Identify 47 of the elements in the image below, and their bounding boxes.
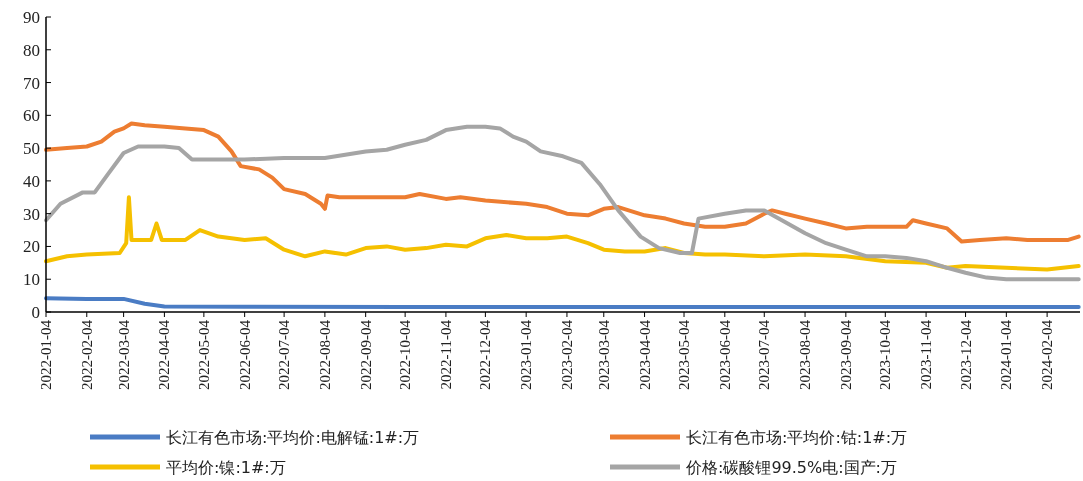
x-tick-label: 2024-01-04 [998, 319, 1015, 390]
x-tick-label: 2023-04-04 [636, 319, 653, 390]
x-tick-label: 2022-05-04 [195, 319, 212, 390]
x-tick-label: 2022-01-04 [38, 319, 54, 390]
y-tick-label: 30 [23, 204, 40, 224]
x-tick-label: 2023-02-04 [558, 319, 575, 390]
legend-label: 价格:碳酸锂99.5%电:国产:万 [685, 458, 897, 477]
legend-item: 价格:碳酸锂99.5%电:国产:万 [610, 458, 897, 477]
x-tick-label: 2023-05-04 [676, 319, 693, 390]
legend-label: 长江有色市场:平均价:钴:1#:万 [686, 428, 908, 447]
line-series [44, 121, 1081, 244]
y-tick-label: 60 [23, 106, 40, 126]
y-tick-label: 70 [23, 73, 40, 93]
x-tick-label: 2022-10-04 [397, 319, 414, 390]
x-tick-label: 2022-11-04 [437, 319, 454, 390]
legend-item: 平均价:镍:1#:万 [90, 458, 286, 477]
y-tick-label: 50 [23, 139, 40, 159]
legend-item: 长江有色市场:平均价:电解锰:1#:万 [90, 428, 420, 447]
x-tick-label: 2023-08-04 [797, 319, 814, 390]
x-tick-label: 2022-03-04 [115, 319, 132, 390]
x-tick-label: 2023-03-04 [595, 319, 612, 390]
y-tick-label: 80 [23, 40, 40, 60]
x-tick-label: 2022-06-04 [236, 319, 253, 390]
x-tick-label: 2023-06-04 [716, 319, 733, 390]
line-series [44, 195, 1081, 272]
x-tick-label: 2023-01-04 [518, 319, 535, 390]
legend-label: 平均价:镍:1#:万 [166, 458, 286, 477]
x-tick-label: 2022-09-04 [357, 319, 374, 390]
x-tick-label: 2022-04-04 [156, 319, 173, 390]
line-series [44, 124, 1081, 282]
x-tick-label: 2022-08-04 [316, 319, 333, 390]
y-tick-label: 40 [23, 171, 40, 191]
y-tick-label: 0 [31, 303, 40, 322]
x-tick-label: 2023-07-04 [756, 319, 773, 390]
legend-label: 长江有色市场:平均价:电解锰:1#:万 [166, 428, 420, 447]
x-tick-label: 2023-10-04 [877, 319, 894, 390]
legend-item: 长江有色市场:平均价:钴:1#:万 [610, 428, 908, 447]
x-tick-label: 2023-09-04 [837, 319, 854, 390]
x-tick-label: 2022-07-04 [276, 319, 293, 390]
x-tick-label: 2023-12-04 [957, 319, 974, 390]
y-tick-label: 20 [23, 237, 40, 257]
x-tick-label: 2023-11-04 [918, 319, 935, 390]
x-tick-label: 2024-02-04 [1039, 319, 1056, 390]
x-tick-label: 2022-02-04 [78, 319, 95, 390]
x-tick-label: 2022-12-04 [477, 319, 494, 390]
y-tick-label: 90 [23, 8, 40, 27]
y-tick-label: 10 [23, 270, 40, 290]
